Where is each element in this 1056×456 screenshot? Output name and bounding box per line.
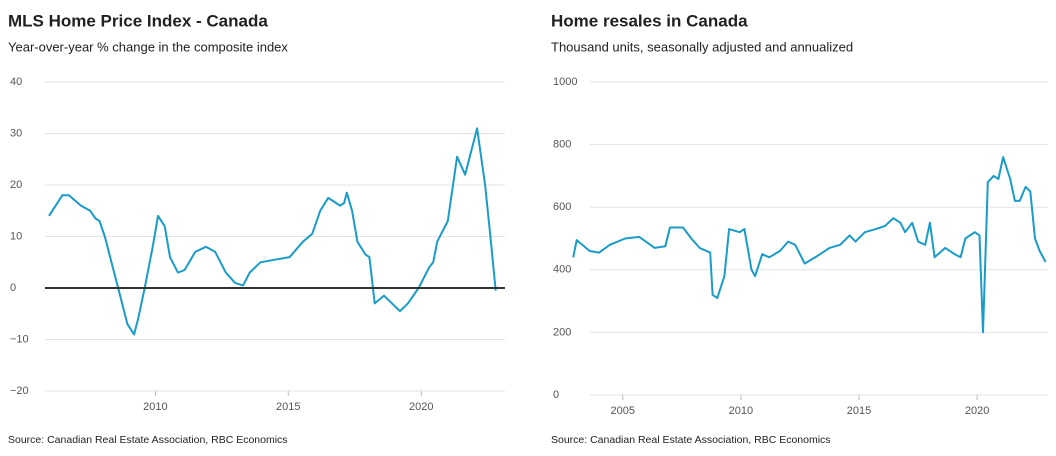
y-tick-label: 800 xyxy=(553,139,571,151)
y-tick-label: 10 xyxy=(10,230,22,242)
x-tick-label: 2015 xyxy=(276,401,300,413)
x-tick-label: 2005 xyxy=(611,405,635,417)
x-tick-label: 2010 xyxy=(143,401,167,413)
y-tick-label: 600 xyxy=(553,201,571,213)
chart-title: Home resales in Canada xyxy=(551,11,748,30)
chart-subtitle: Year-over-year % change in the composite… xyxy=(8,39,288,54)
chart-title: MLS Home Price Index - Canada xyxy=(8,11,268,30)
y-tick-label: 20 xyxy=(10,179,22,191)
source-note: Source: Canadian Real Estate Association… xyxy=(8,434,288,446)
y-tick-label: 400 xyxy=(553,264,571,276)
x-tick-label: 2020 xyxy=(965,405,989,417)
chart-subtitle: Thousand units, seasonally adjusted and … xyxy=(551,39,853,54)
source-note: Source: Canadian Real Estate Association… xyxy=(551,434,831,446)
y-tick-label: −20 xyxy=(10,385,29,397)
y-tick-label: 40 xyxy=(10,76,22,88)
y-tick-label: 200 xyxy=(553,326,571,338)
data-line xyxy=(48,127,497,336)
x-tick-label: 2015 xyxy=(847,405,871,417)
x-tick-label: 2010 xyxy=(729,405,753,417)
y-tick-label: 0 xyxy=(10,282,16,294)
x-tick-label: 2020 xyxy=(409,401,433,413)
y-tick-label: 1000 xyxy=(553,76,577,88)
y-tick-label: −10 xyxy=(10,333,29,345)
y-tick-label: 30 xyxy=(10,127,22,139)
y-tick-label: 0 xyxy=(553,389,559,401)
data-line xyxy=(572,156,1047,334)
